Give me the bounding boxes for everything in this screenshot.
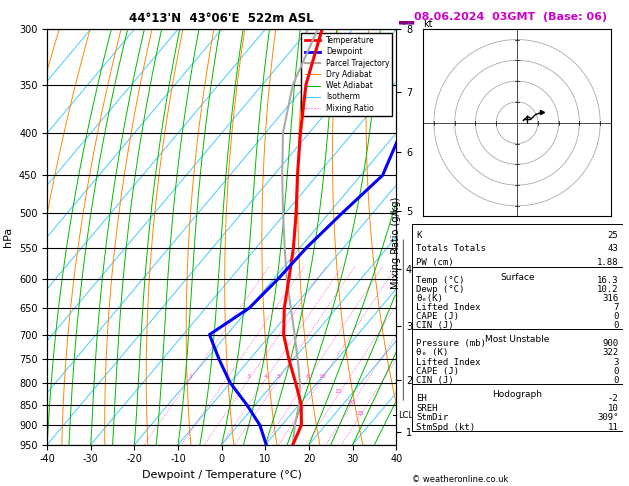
FancyBboxPatch shape <box>412 329 623 384</box>
Text: 0: 0 <box>613 321 618 330</box>
Text: EH: EH <box>416 395 427 403</box>
Text: Lifted Index: Lifted Index <box>416 303 481 312</box>
Text: 0: 0 <box>613 367 618 376</box>
Text: © weatheronline.co.uk: © weatheronline.co.uk <box>412 474 508 484</box>
Text: 1.88: 1.88 <box>597 258 618 267</box>
Text: StmSpd (kt): StmSpd (kt) <box>416 423 476 432</box>
Text: Lifted Index: Lifted Index <box>416 358 481 367</box>
Text: 11: 11 <box>608 423 618 432</box>
Text: Surface: Surface <box>500 273 535 282</box>
Text: 1: 1 <box>188 374 192 379</box>
X-axis label: Dewpoint / Temperature (°C): Dewpoint / Temperature (°C) <box>142 470 302 480</box>
Text: Mixing Ratio (g/kg): Mixing Ratio (g/kg) <box>391 197 401 289</box>
Text: 322: 322 <box>603 348 618 357</box>
Text: 44°13'N  43°06'E  522m ASL: 44°13'N 43°06'E 522m ASL <box>130 12 314 25</box>
Text: CAPE (J): CAPE (J) <box>416 367 459 376</box>
Text: Totals Totals: Totals Totals <box>416 244 486 253</box>
Text: Dewp (°C): Dewp (°C) <box>416 285 465 295</box>
Text: θₑ (K): θₑ (K) <box>416 348 448 357</box>
Text: 3: 3 <box>247 374 251 379</box>
Text: 0: 0 <box>613 376 618 385</box>
Text: SREH: SREH <box>416 404 438 413</box>
Text: 3: 3 <box>613 358 618 367</box>
FancyBboxPatch shape <box>412 266 623 329</box>
Text: LCL: LCL <box>398 411 413 420</box>
Text: 4: 4 <box>264 374 267 379</box>
Text: 316: 316 <box>603 295 618 303</box>
Text: θₑ(K): θₑ(K) <box>416 295 443 303</box>
Text: Temp (°C): Temp (°C) <box>416 277 465 285</box>
Text: CAPE (J): CAPE (J) <box>416 312 459 321</box>
Legend: Temperature, Dewpoint, Parcel Trajectory, Dry Adiabat, Wet Adiabat, Isotherm, Mi: Temperature, Dewpoint, Parcel Trajectory… <box>301 33 392 116</box>
Text: 10: 10 <box>318 374 326 379</box>
Text: 10: 10 <box>608 404 618 413</box>
Y-axis label: km
ASL: km ASL <box>423 237 441 259</box>
Text: Most Unstable: Most Unstable <box>485 335 550 344</box>
Text: StmDir: StmDir <box>416 414 448 422</box>
Text: 900: 900 <box>603 339 618 348</box>
Text: 25: 25 <box>356 411 364 416</box>
Text: 25: 25 <box>608 231 618 240</box>
Text: 2: 2 <box>225 374 228 379</box>
Text: 16.3: 16.3 <box>597 277 618 285</box>
Text: PW (cm): PW (cm) <box>416 258 454 267</box>
Text: CIN (J): CIN (J) <box>416 376 454 385</box>
Text: 43: 43 <box>608 244 618 253</box>
Text: 20: 20 <box>347 400 355 405</box>
Text: 0: 0 <box>613 312 618 321</box>
Text: ▄▄▄: ▄▄▄ <box>398 18 415 24</box>
FancyBboxPatch shape <box>412 384 623 431</box>
Text: -2: -2 <box>608 395 618 403</box>
Text: 10.2: 10.2 <box>597 285 618 295</box>
Y-axis label: hPa: hPa <box>3 227 13 247</box>
Text: 15: 15 <box>335 389 342 394</box>
Text: 7: 7 <box>613 303 618 312</box>
Text: CIN (J): CIN (J) <box>416 321 454 330</box>
Text: Hodograph: Hodograph <box>493 390 542 399</box>
Text: kt: kt <box>423 19 433 29</box>
FancyBboxPatch shape <box>412 224 623 266</box>
Text: K: K <box>416 231 421 240</box>
Text: 08.06.2024  03GMT  (Base: 06): 08.06.2024 03GMT (Base: 06) <box>414 12 607 22</box>
Text: Pressure (mb): Pressure (mb) <box>416 339 486 348</box>
Text: 8: 8 <box>306 374 309 379</box>
Text: 309°: 309° <box>597 414 618 422</box>
Text: 5: 5 <box>277 374 281 379</box>
